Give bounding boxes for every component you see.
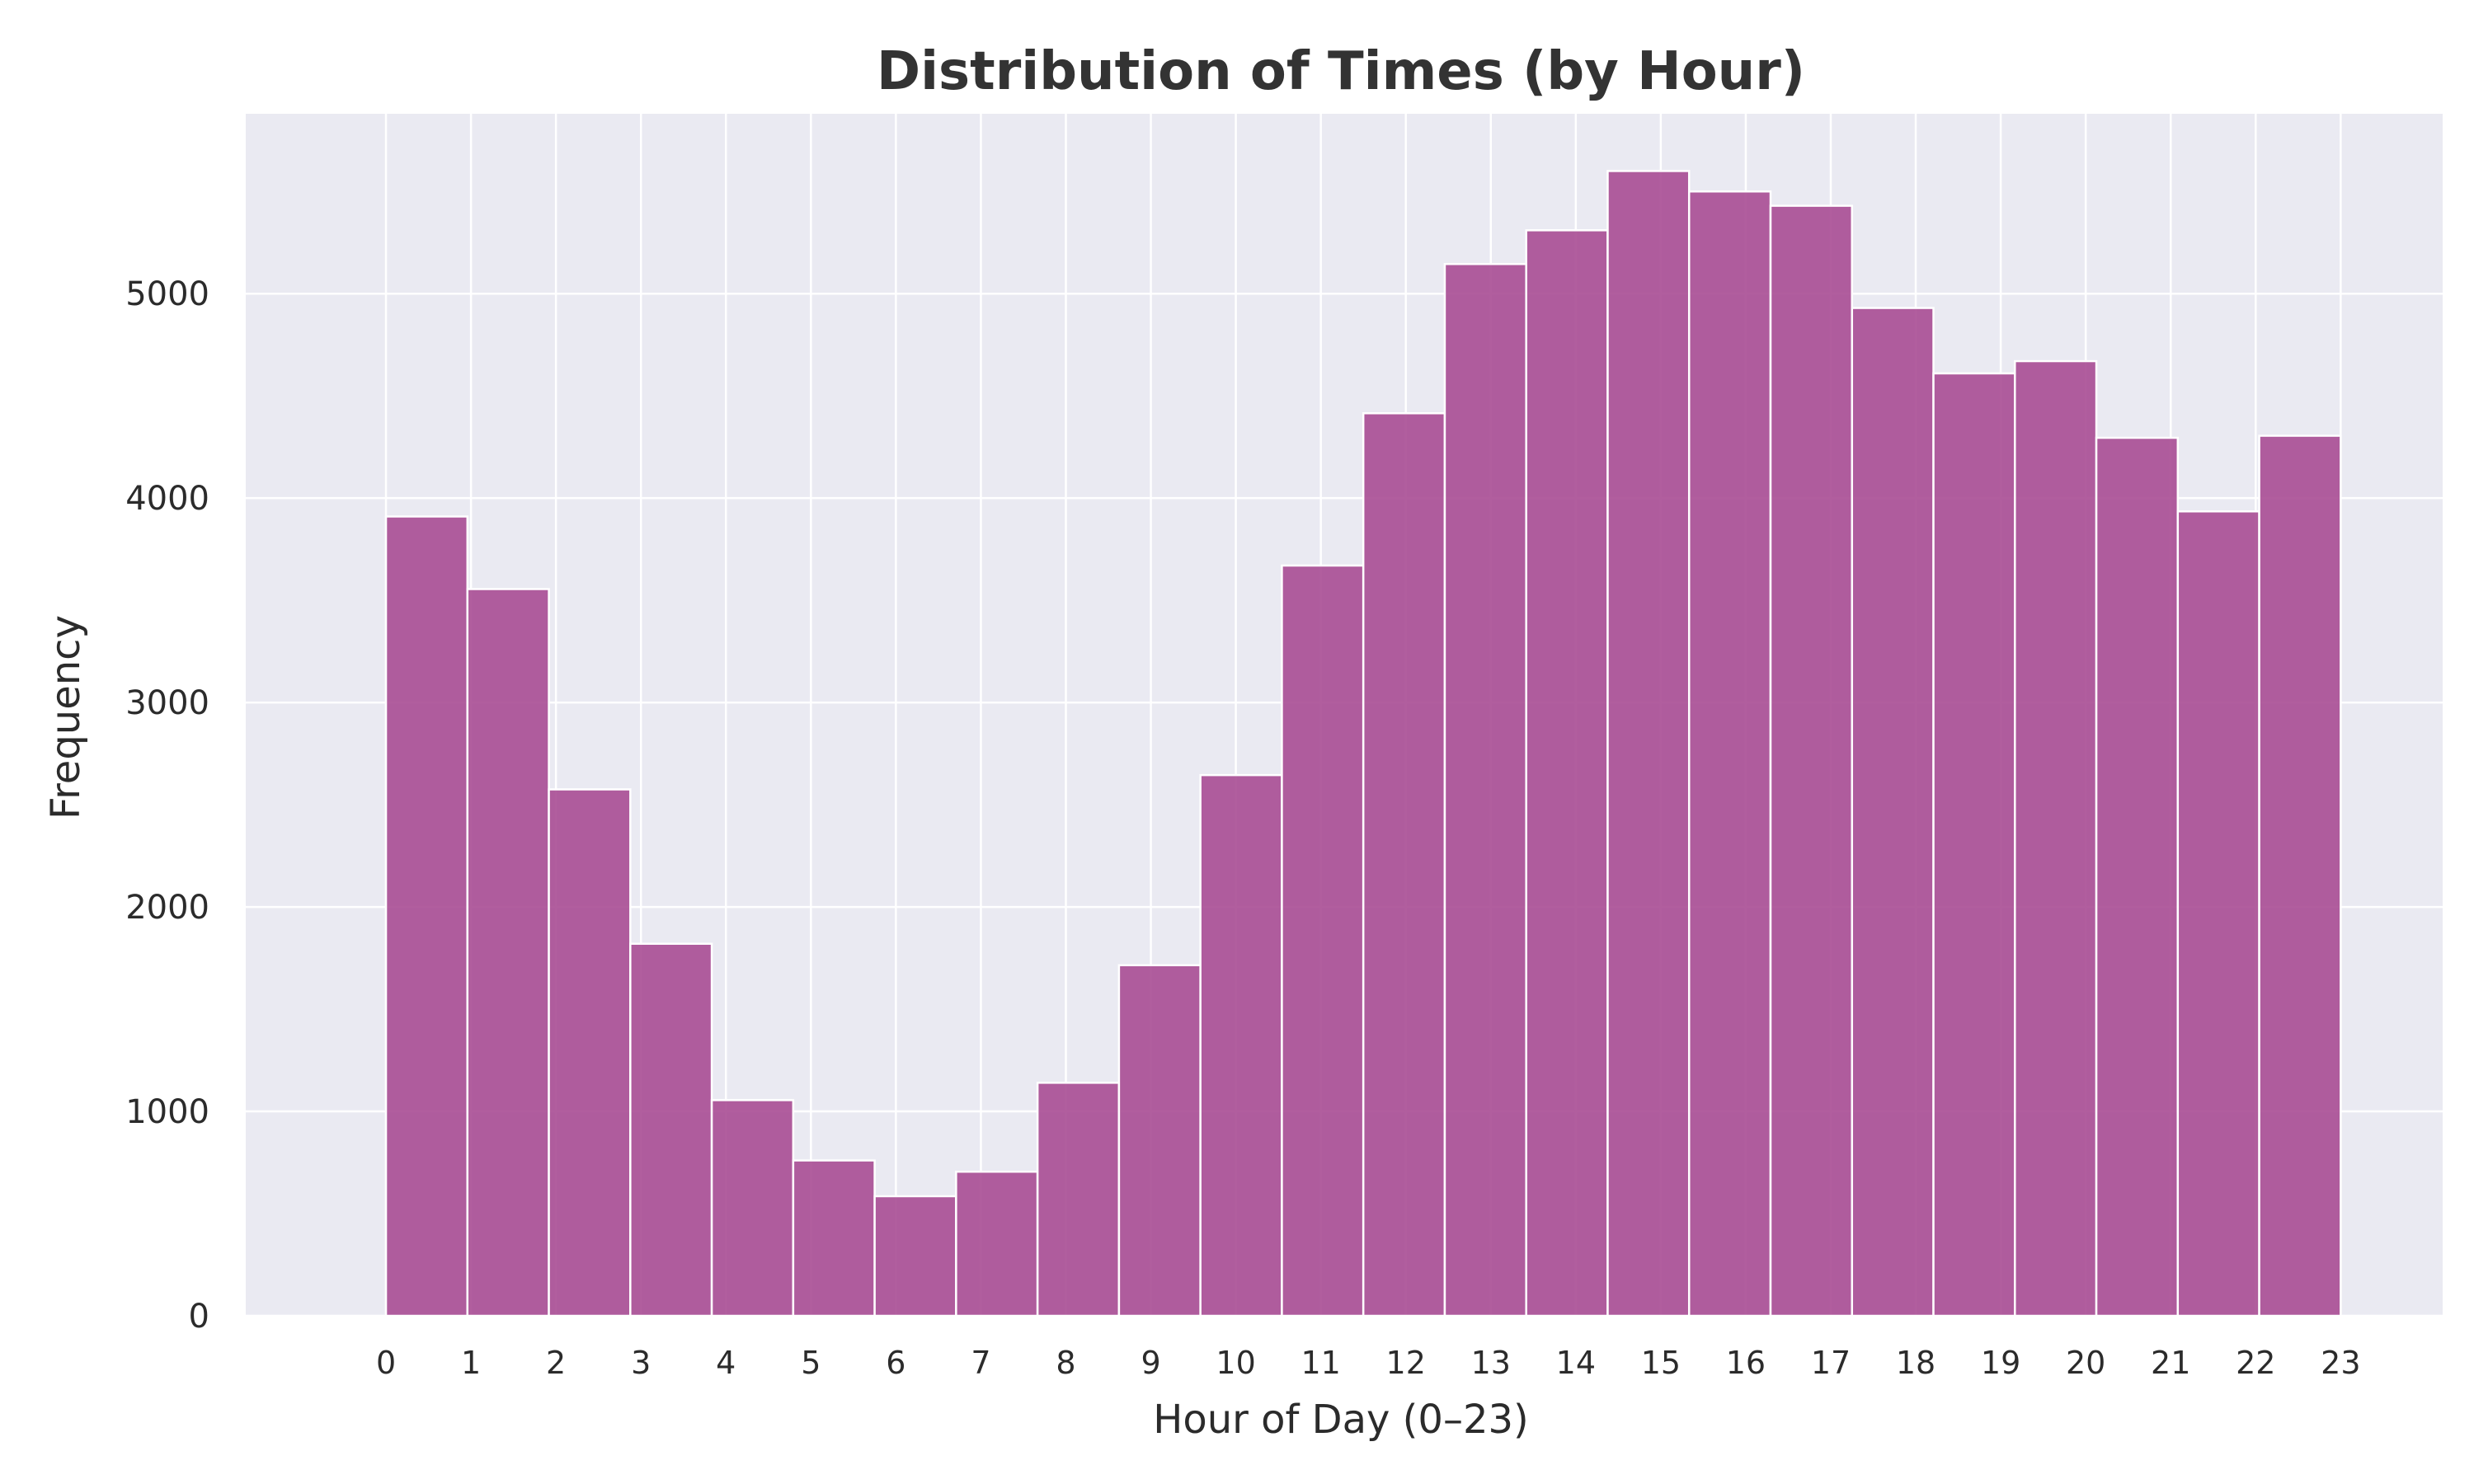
histogram-bar <box>1769 204 1854 1317</box>
x-tick-label: 4 <box>716 1345 736 1381</box>
histogram-bar <box>466 588 550 1317</box>
x-tick-label: 2 <box>546 1345 566 1381</box>
histogram-bar <box>1851 307 1935 1317</box>
histogram-bar <box>2095 436 2180 1317</box>
histogram-bar <box>2014 359 2098 1317</box>
histogram-bar <box>1281 564 1365 1317</box>
x-tick-label: 12 <box>1386 1345 1426 1381</box>
y-tick-label: 4000 <box>125 480 209 518</box>
histogram-bar <box>1687 190 1772 1317</box>
histogram-bar <box>873 1195 957 1317</box>
y-tick-label: 1000 <box>125 1093 209 1131</box>
chart-title: Distribution of Times (by Hour) <box>877 41 1805 102</box>
x-tick-label: 0 <box>376 1345 396 1381</box>
x-tick-label: 9 <box>1141 1345 1160 1381</box>
y-tick-label: 3000 <box>125 684 209 722</box>
histogram-bar <box>2258 434 2342 1317</box>
histogram-bar <box>792 1159 876 1317</box>
x-tick-label: 13 <box>1471 1345 1511 1381</box>
histogram-bar <box>1117 964 1202 1317</box>
x-tick-label: 23 <box>2321 1345 2360 1381</box>
x-tick-label: 18 <box>1896 1345 1935 1381</box>
x-tick-label: 15 <box>1641 1345 1681 1381</box>
x-axis-label: Hour of Day (0–23) <box>1153 1397 1529 1443</box>
histogram-bar <box>384 515 469 1317</box>
x-tick-label: 3 <box>631 1345 651 1381</box>
histogram-bar <box>1036 1082 1121 1317</box>
histogram-bar <box>1199 773 1283 1317</box>
y-tick-label: 0 <box>189 1298 209 1336</box>
histogram-bar <box>629 942 713 1317</box>
histogram-bar <box>1525 229 1609 1317</box>
x-tick-label: 6 <box>886 1345 905 1381</box>
x-tick-label: 8 <box>1056 1345 1075 1381</box>
x-tick-label: 11 <box>1300 1345 1340 1381</box>
x-tick-label: 16 <box>1726 1345 1766 1381</box>
x-tick-label: 7 <box>971 1345 990 1381</box>
x-tick-label: 17 <box>1811 1345 1851 1381</box>
x-tick-label: 19 <box>1981 1345 2020 1381</box>
histogram-bar <box>548 788 632 1317</box>
histogram-bar <box>955 1170 1039 1317</box>
histogram-bar <box>1443 263 1527 1317</box>
histogram-bar <box>1606 170 1691 1317</box>
bars <box>384 170 2342 1317</box>
x-tick-label: 21 <box>2151 1345 2190 1381</box>
x-tick-label: 22 <box>2236 1345 2275 1381</box>
histogram-bar <box>2176 510 2260 1317</box>
x-axis-ticks: 0 1 2 3 4 5 6 7 8 9 10 11 12 13 14 15 16 17 18 19 20 21 22 23 <box>376 1345 2361 1381</box>
x-tick-label: 5 <box>801 1345 821 1381</box>
x-tick-label: 20 <box>2066 1345 2105 1381</box>
histogram-bar <box>1362 412 1446 1317</box>
x-tick-label: 14 <box>1556 1345 1596 1381</box>
histogram-bar <box>1932 372 2016 1317</box>
x-tick-label: 1 <box>461 1345 481 1381</box>
y-axis-label: Frequency <box>43 615 89 819</box>
y-tick-label: 2000 <box>125 889 209 927</box>
histogram-bar <box>710 1099 795 1317</box>
y-axis-ticks: 0 1000 2000 3000 4000 5000 <box>125 275 209 1336</box>
y-tick-label: 5000 <box>125 275 209 313</box>
x-tick-label: 10 <box>1216 1345 1255 1381</box>
